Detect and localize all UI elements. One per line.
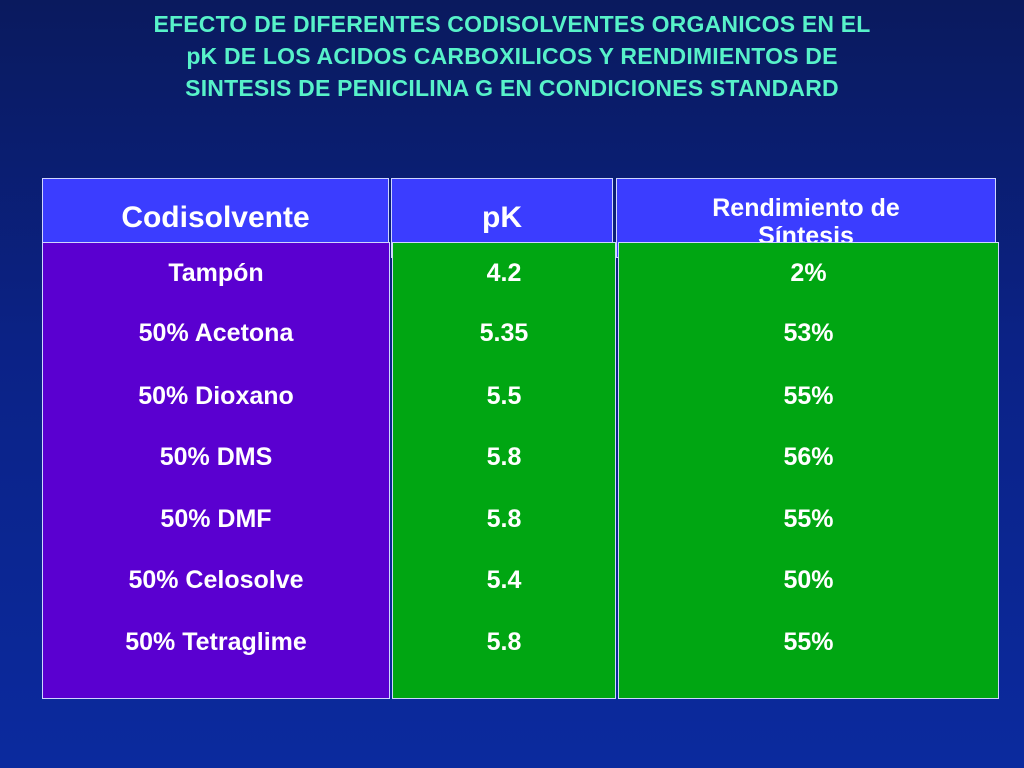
codisolvente-cell: 50% Acetona [138, 319, 294, 347]
pk-cell: 5.5 [486, 382, 522, 410]
pk-cell: 5.4 [486, 566, 522, 594]
codisolvente-cell: 50% Celosolve [128, 566, 304, 594]
header-rendimiento-line-1: Rendimiento de [712, 194, 900, 222]
title-line-3: SINTESIS DE PENICILINA G EN CONDICIONES … [185, 75, 839, 101]
rendimiento-cell: 55% [783, 505, 834, 533]
pk-cell: 5.8 [486, 443, 522, 471]
codisolvente-cell: 50% Dioxano [138, 382, 294, 410]
rendimiento-cell: 55% [783, 628, 834, 656]
header-pk-label: pK [482, 201, 522, 234]
rendimiento-cell: 50% [783, 566, 834, 594]
column-codisolvente: Tampón 50% Acetona 50% Dioxano 50% DMS 50% D… [42, 242, 390, 699]
slide-title: EFECTO DE DIFERENTES CODISOLVENTES ORGAN… [40, 8, 984, 104]
codisolvente-cell: 50% Tetraglime [125, 628, 307, 656]
column-rendimiento: 2% 53% 55% 56% 55% 50% 55% [618, 242, 999, 699]
pk-cell: 5.8 [486, 505, 522, 533]
codisolvente-cell: 50% DMF [160, 505, 272, 533]
rendimiento-cell: 2% [790, 259, 827, 287]
column-pk: 4.2 5.35 5.5 5.8 5.8 5.4 5.8 [392, 242, 616, 699]
rendimiento-cell: 55% [783, 382, 834, 410]
rendimiento-cell: 56% [783, 443, 834, 471]
codisolvente-cell: Tampón [168, 259, 264, 287]
title-line-2: pK DE LOS ACIDOS CARBOXILICOS Y RENDIMIE… [186, 43, 838, 69]
rendimiento-cell: 53% [783, 319, 834, 347]
pk-cell: 5.8 [486, 628, 522, 656]
pk-cell: 4.2 [486, 259, 522, 287]
pk-cell: 5.35 [479, 319, 529, 347]
header-codisolvente-label: Codisolvente [121, 201, 310, 234]
codisolvente-cell: 50% DMS [159, 443, 273, 471]
title-line-1: EFECTO DE DIFERENTES CODISOLVENTES ORGAN… [153, 11, 871, 37]
